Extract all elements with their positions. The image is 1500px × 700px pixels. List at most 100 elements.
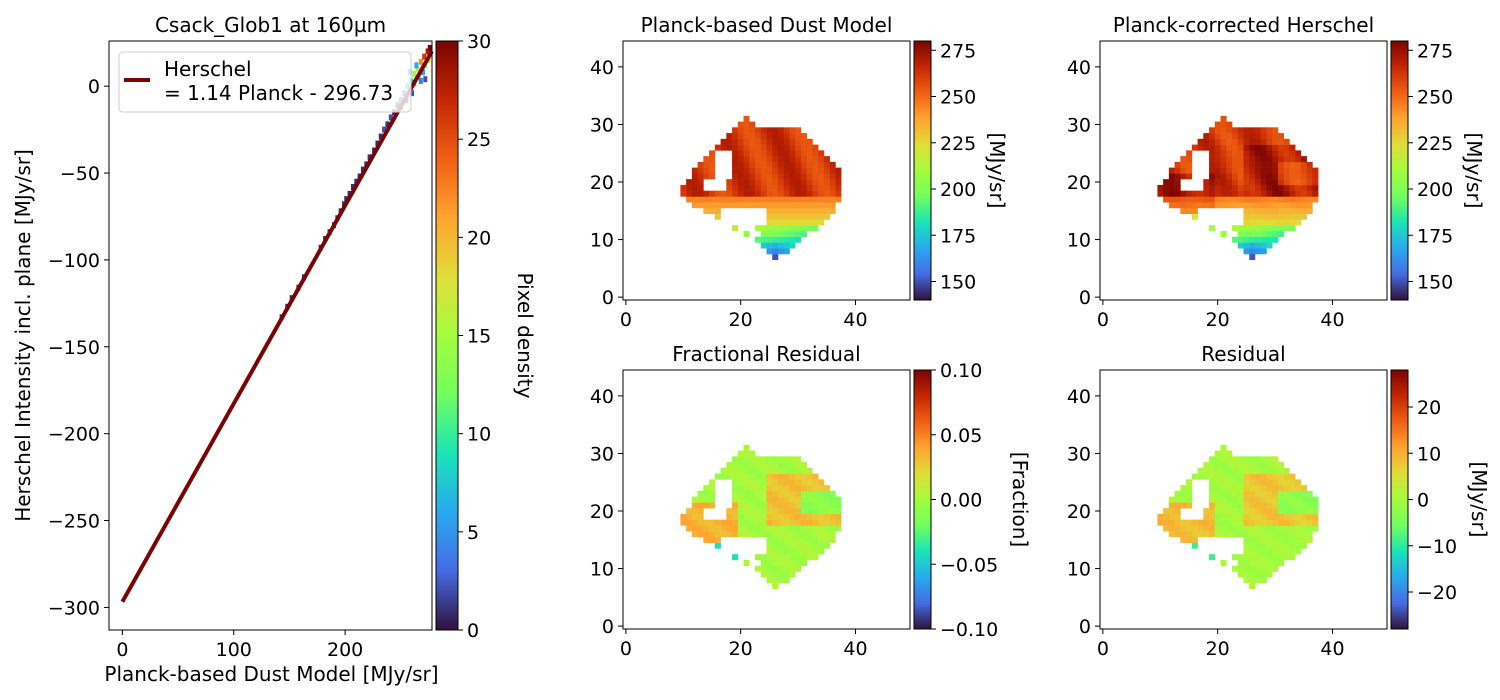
- heatmap-cell: [1289, 502, 1296, 509]
- heatmap-cell: [777, 196, 785, 203]
- heatmap-cell: [783, 485, 790, 492]
- heatmap-cell: [760, 525, 767, 532]
- heatmap-cell: [1237, 473, 1244, 480]
- heatmap-cell: [800, 133, 807, 140]
- heatmap-cell: [795, 161, 802, 168]
- heatmap-cell: [812, 536, 819, 543]
- density-point: [367, 154, 372, 161]
- heatmap-cell: [760, 230, 767, 237]
- colorbar-tick-label: 0.10: [940, 360, 982, 382]
- heatmap-cell: [1197, 525, 1204, 532]
- heatmap-cell: [1214, 144, 1221, 151]
- heatmap-cell: [732, 133, 739, 140]
- heatmap-cell: [1243, 577, 1250, 584]
- heatmap-cell: [829, 196, 836, 203]
- heatmap-cell: [1260, 133, 1267, 140]
- heatmap-cell: [1237, 559, 1244, 566]
- heatmap-cell: [829, 531, 836, 538]
- heatmap-cell: [1226, 184, 1233, 191]
- heatmap-cell: [1295, 207, 1302, 214]
- heatmap-cell: [800, 542, 807, 549]
- heatmap-cell: [1220, 121, 1227, 128]
- heatmap-cell: [1254, 456, 1262, 463]
- heatmap-cell: [1237, 202, 1244, 209]
- heatmap-cell: [783, 525, 790, 532]
- heatmap-cell: [1203, 202, 1210, 209]
- heatmap-cell: [806, 173, 813, 180]
- heatmap-cell: [812, 179, 819, 186]
- heatmap-cell: [1272, 559, 1279, 566]
- heatmap-cell: [1226, 150, 1233, 157]
- heatmap-cell: [1226, 473, 1233, 480]
- heatmap-cell: [1203, 184, 1210, 191]
- heatmap-cell: [783, 219, 790, 226]
- heatmap-cell: [1266, 150, 1273, 157]
- heatmap-cell: [1300, 179, 1307, 186]
- heatmap-cell: [772, 179, 779, 186]
- y-tick-label: 30: [1067, 443, 1091, 465]
- heatmap-cell: [1243, 554, 1250, 561]
- heatmap-cell: [691, 525, 698, 532]
- heatmap-cell: [806, 150, 813, 157]
- heatmap-cell: [829, 490, 836, 497]
- heatmap-cell: [732, 485, 739, 492]
- heatmap-cell: [1232, 531, 1239, 538]
- heatmap-cell: [1283, 213, 1290, 220]
- heatmap-cell: [1272, 219, 1279, 226]
- heatmap-cell: [686, 508, 693, 515]
- heatmap-cell: [1243, 225, 1250, 232]
- heatmap-cell: [1220, 144, 1227, 151]
- heatmap-cell: [743, 115, 750, 122]
- heatmap-cell: [1300, 173, 1307, 180]
- heatmap-cell: [755, 173, 762, 180]
- heatmap-cell: [823, 508, 830, 515]
- heatmap-cell: [743, 456, 750, 463]
- colorbar-tick-label: 5: [467, 522, 479, 544]
- heatmap-cell: [800, 502, 807, 509]
- heatmap-cell: [1260, 127, 1267, 134]
- heatmap-cell: [795, 230, 802, 237]
- heatmap-cell: [1203, 462, 1210, 469]
- heatmap-cell: [766, 230, 773, 237]
- heatmap-cell: [1232, 133, 1239, 140]
- heatmap-cell: [1209, 531, 1216, 538]
- heatmap-cell: [709, 196, 716, 203]
- heatmap-cell: [1243, 144, 1250, 151]
- heatmap-cell: [1254, 525, 1262, 532]
- heatmap-cell: [789, 531, 796, 538]
- heatmap-cell: [1243, 536, 1250, 543]
- scatter-panel: 0 100 2000−50−100−150−200−250−300Csack_Glo…: [11, 13, 537, 686]
- heatmap-panel-residual: 0 20 40010203040Residual20100−10−20[MJy/sr…: [1067, 342, 1491, 660]
- heatmap-cell: [1174, 531, 1181, 538]
- heatmap-cell: [800, 536, 807, 543]
- heatmap-cell: [743, 184, 750, 191]
- heatmap-cell: [800, 519, 807, 526]
- heatmap-cell: [1157, 519, 1164, 526]
- heatmap-cell: [749, 462, 756, 469]
- heatmap-cell: [1226, 531, 1233, 538]
- heatmap-cell: [1191, 525, 1198, 532]
- heatmap-cell: [772, 196, 779, 203]
- heatmap-cell: [795, 196, 802, 203]
- heatmap-cell: [1226, 479, 1233, 486]
- heatmap-cell: [1272, 554, 1279, 561]
- heatmap-cell: [800, 473, 807, 480]
- heatmap-cell: [1237, 179, 1244, 186]
- heatmap-cell: [1312, 179, 1319, 186]
- heatmap-cell: [1266, 479, 1273, 486]
- heatmap-cell: [755, 138, 762, 145]
- heatmap-cell: [726, 525, 733, 532]
- heatmap-cell: [789, 519, 796, 526]
- heatmap-cell: [1191, 531, 1198, 538]
- density-point: [414, 62, 419, 69]
- heatmap-cell: [1243, 548, 1250, 555]
- heatmap-cell: [1243, 542, 1250, 549]
- heatmap-cell: [1249, 467, 1256, 474]
- heatmap-cell: [835, 513, 842, 520]
- heatmap-cell: [732, 167, 739, 174]
- heatmap-cell: [1277, 473, 1284, 480]
- heatmap-cell: [772, 462, 779, 469]
- heatmap-cell: [1254, 236, 1262, 243]
- heatmap-cell: [1272, 161, 1279, 168]
- heatmap-cell: [1168, 167, 1175, 174]
